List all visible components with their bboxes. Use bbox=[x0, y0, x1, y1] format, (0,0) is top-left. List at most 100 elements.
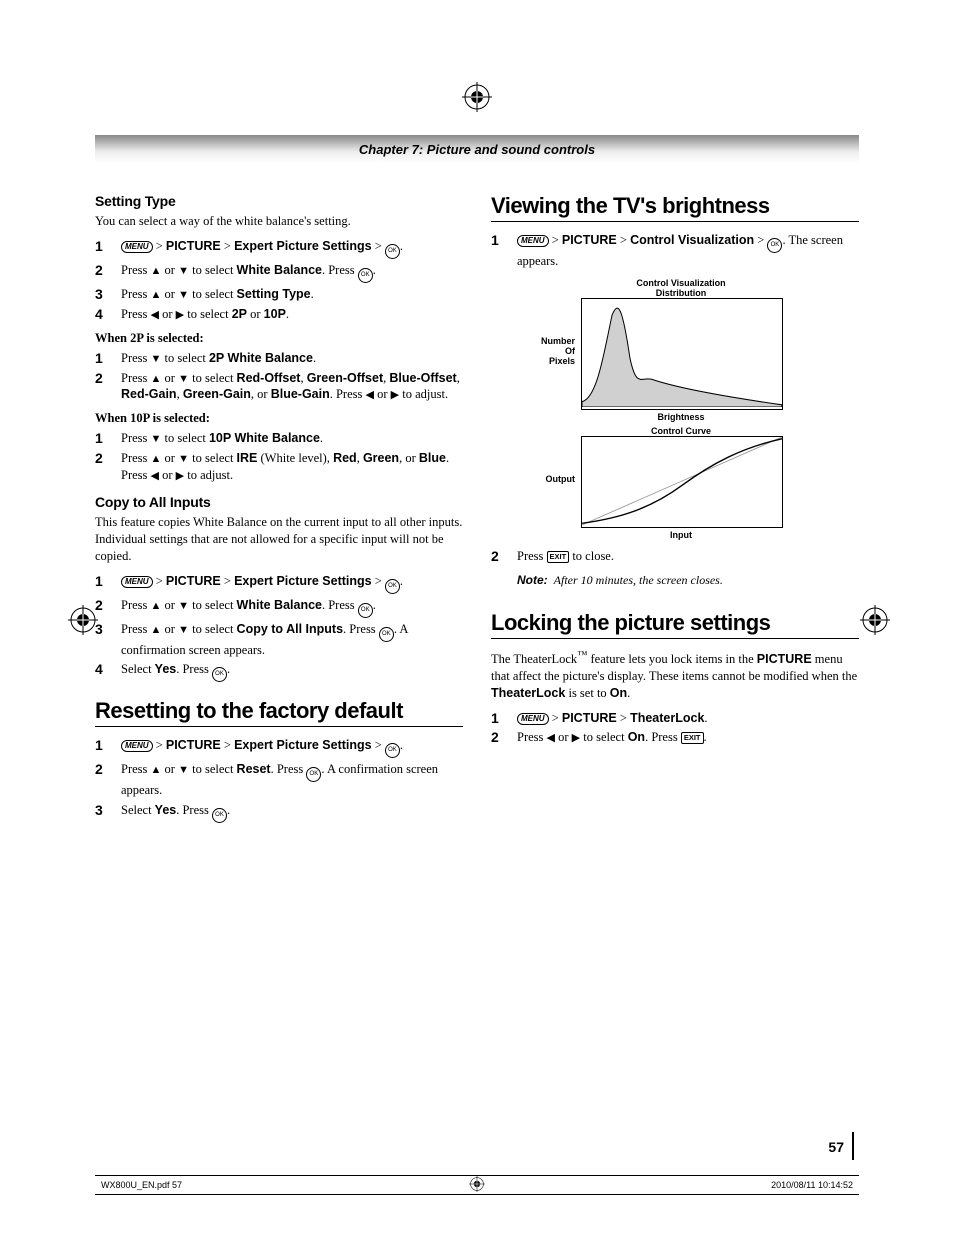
up-arrow-icon: ▲ bbox=[151, 764, 162, 776]
up-arrow-icon: ▲ bbox=[151, 453, 162, 465]
down-arrow-icon: ▼ bbox=[178, 265, 189, 277]
crop-mark-icon bbox=[469, 1176, 485, 1194]
step: Press ◀ or ▶ to select 2P or 10P. bbox=[95, 306, 463, 323]
ok-button-icon: OK bbox=[358, 268, 373, 283]
up-arrow-icon: ▲ bbox=[151, 600, 162, 612]
distribution-chart-icon bbox=[582, 299, 782, 407]
steps-setting-type: MENU > PICTURE > Expert Picture Settings… bbox=[95, 238, 463, 323]
step: Press ▲ or ▼ to select Setting Type. bbox=[95, 286, 463, 303]
step: Select Yes. Press OK. bbox=[95, 661, 463, 682]
left-arrow-icon: ◀ bbox=[151, 470, 159, 482]
note-label: Note: bbox=[517, 573, 548, 588]
exit-button-icon: EXIT bbox=[681, 732, 704, 744]
columns: Setting Type You can select a way of the… bbox=[95, 193, 859, 831]
steps-10p: Press ▼ to select 10P White Balance. Pre… bbox=[95, 430, 463, 484]
steps-viewing-2: Press EXIT to close. bbox=[491, 548, 859, 565]
down-arrow-icon: ▼ bbox=[178, 764, 189, 776]
steps-viewing: MENU > PICTURE > Control Visualization >… bbox=[491, 232, 859, 270]
right-arrow-icon: ▶ bbox=[572, 732, 580, 744]
crop-mark-icon bbox=[860, 605, 890, 635]
steps-2p: Press ▼ to select 2P White Balance. Pres… bbox=[95, 350, 463, 404]
intro-text: This feature copies White Balance on the… bbox=[95, 514, 463, 565]
footer-right: 2010/08/11 10:14:52 bbox=[771, 1180, 853, 1190]
down-arrow-icon: ▼ bbox=[178, 624, 189, 636]
step: MENU > PICTURE > TheaterLock. bbox=[491, 710, 859, 727]
left-arrow-icon: ◀ bbox=[547, 732, 555, 744]
heading-locking: Locking the picture settings bbox=[491, 610, 859, 636]
step: Press ◀ or ▶ to select On. Press EXIT. bbox=[491, 729, 859, 746]
step: Press ▲ or ▼ to select White Balance. Pr… bbox=[95, 262, 463, 283]
step: Select Yes. Press OK. bbox=[95, 802, 463, 823]
down-arrow-icon: ▼ bbox=[178, 600, 189, 612]
ok-button-icon: OK bbox=[379, 627, 394, 642]
down-arrow-icon: ▼ bbox=[151, 353, 162, 365]
note-text: After 10 minutes, the screen closes. bbox=[554, 573, 723, 588]
up-arrow-icon: ▲ bbox=[151, 289, 162, 301]
crop-mark-icon bbox=[462, 82, 492, 112]
viz-ylabel: Output bbox=[520, 475, 575, 485]
up-arrow-icon: ▲ bbox=[151, 265, 162, 277]
ok-button-icon: OK bbox=[385, 743, 400, 758]
crop-mark-icon bbox=[68, 605, 98, 635]
step: Press ▲ or ▼ to select Red-Offset, Green… bbox=[95, 370, 463, 404]
heading-setting-type: Setting Type bbox=[95, 193, 463, 209]
viz-mid-title: Control Curve bbox=[581, 426, 781, 436]
viz-curve-box: Output bbox=[581, 436, 783, 528]
ok-button-icon: OK bbox=[358, 603, 373, 618]
ok-button-icon: OK bbox=[212, 667, 227, 682]
rule bbox=[491, 221, 859, 222]
heading-viewing: Viewing the TV's brightness bbox=[491, 193, 859, 219]
step: MENU > PICTURE > Expert Picture Settings… bbox=[95, 573, 463, 594]
subheading-2p: When 2P is selected: bbox=[95, 331, 463, 346]
step: MENU > PICTURE > Control Visualization >… bbox=[491, 232, 859, 270]
step: Press ▲ or ▼ to select White Balance. Pr… bbox=[95, 597, 463, 618]
ok-button-icon: OK bbox=[306, 767, 321, 782]
viz-xlabel: Brightness bbox=[581, 412, 781, 422]
intro-text: You can select a way of the white balanc… bbox=[95, 213, 463, 230]
step: Press ▼ to select 2P White Balance. bbox=[95, 350, 463, 367]
left-column: Setting Type You can select a way of the… bbox=[95, 193, 463, 831]
intro-text: The TheaterLock™ feature lets you lock i… bbox=[491, 649, 859, 702]
viz-xlabel: Input bbox=[581, 530, 781, 540]
step: Press ▼ to select 10P White Balance. bbox=[95, 430, 463, 447]
footer-left: WX800U_EN.pdf 57 bbox=[101, 1180, 182, 1190]
rule bbox=[491, 638, 859, 639]
step: Press ▲ or ▼ to select Copy to All Input… bbox=[95, 621, 463, 659]
footer: WX800U_EN.pdf 57 2010/08/11 10:14:52 bbox=[95, 1175, 859, 1195]
exit-button-icon: EXIT bbox=[547, 551, 570, 563]
up-arrow-icon: ▲ bbox=[151, 373, 162, 385]
right-arrow-icon: ▶ bbox=[391, 389, 399, 401]
down-arrow-icon: ▼ bbox=[178, 289, 189, 301]
curve-chart-icon bbox=[582, 437, 782, 525]
viz-title: Control VisualizationDistribution bbox=[581, 278, 781, 298]
ok-button-icon: OK bbox=[385, 244, 400, 259]
right-arrow-icon: ▶ bbox=[176, 470, 184, 482]
heading-reset: Resetting to the factory default bbox=[95, 698, 463, 724]
left-arrow-icon: ◀ bbox=[151, 309, 159, 321]
right-column: Viewing the TV's brightness MENU > PICTU… bbox=[491, 193, 859, 831]
menu-button-icon: MENU bbox=[121, 740, 153, 752]
page: Chapter 7: Picture and sound controls Se… bbox=[0, 0, 954, 1235]
menu-button-icon: MENU bbox=[517, 235, 549, 247]
step: Press EXIT to close. bbox=[491, 548, 859, 565]
chapter-header: Chapter 7: Picture and sound controls bbox=[95, 135, 859, 163]
menu-button-icon: MENU bbox=[517, 713, 549, 725]
ok-button-icon: OK bbox=[385, 579, 400, 594]
steps-reset: MENU > PICTURE > Expert Picture Settings… bbox=[95, 737, 463, 823]
down-arrow-icon: ▼ bbox=[178, 373, 189, 385]
step: Press ▲ or ▼ to select Reset. Press OK. … bbox=[95, 761, 463, 799]
ok-button-icon: OK bbox=[767, 238, 782, 253]
down-arrow-icon: ▼ bbox=[151, 433, 162, 445]
page-number-rule bbox=[852, 1132, 854, 1160]
page-number: 57 bbox=[828, 1139, 844, 1155]
menu-button-icon: MENU bbox=[121, 241, 153, 253]
ok-button-icon: OK bbox=[212, 808, 227, 823]
rule bbox=[95, 726, 463, 727]
step: MENU > PICTURE > Expert Picture Settings… bbox=[95, 238, 463, 259]
steps-locking: MENU > PICTURE > TheaterLock. Press ◀ or… bbox=[491, 710, 859, 747]
left-arrow-icon: ◀ bbox=[366, 389, 374, 401]
viz-ylabel: NumberOfPixels bbox=[520, 337, 575, 367]
heading-copy: Copy to All Inputs bbox=[95, 494, 463, 510]
menu-button-icon: MENU bbox=[121, 576, 153, 588]
chapter-title: Chapter 7: Picture and sound controls bbox=[359, 142, 595, 157]
